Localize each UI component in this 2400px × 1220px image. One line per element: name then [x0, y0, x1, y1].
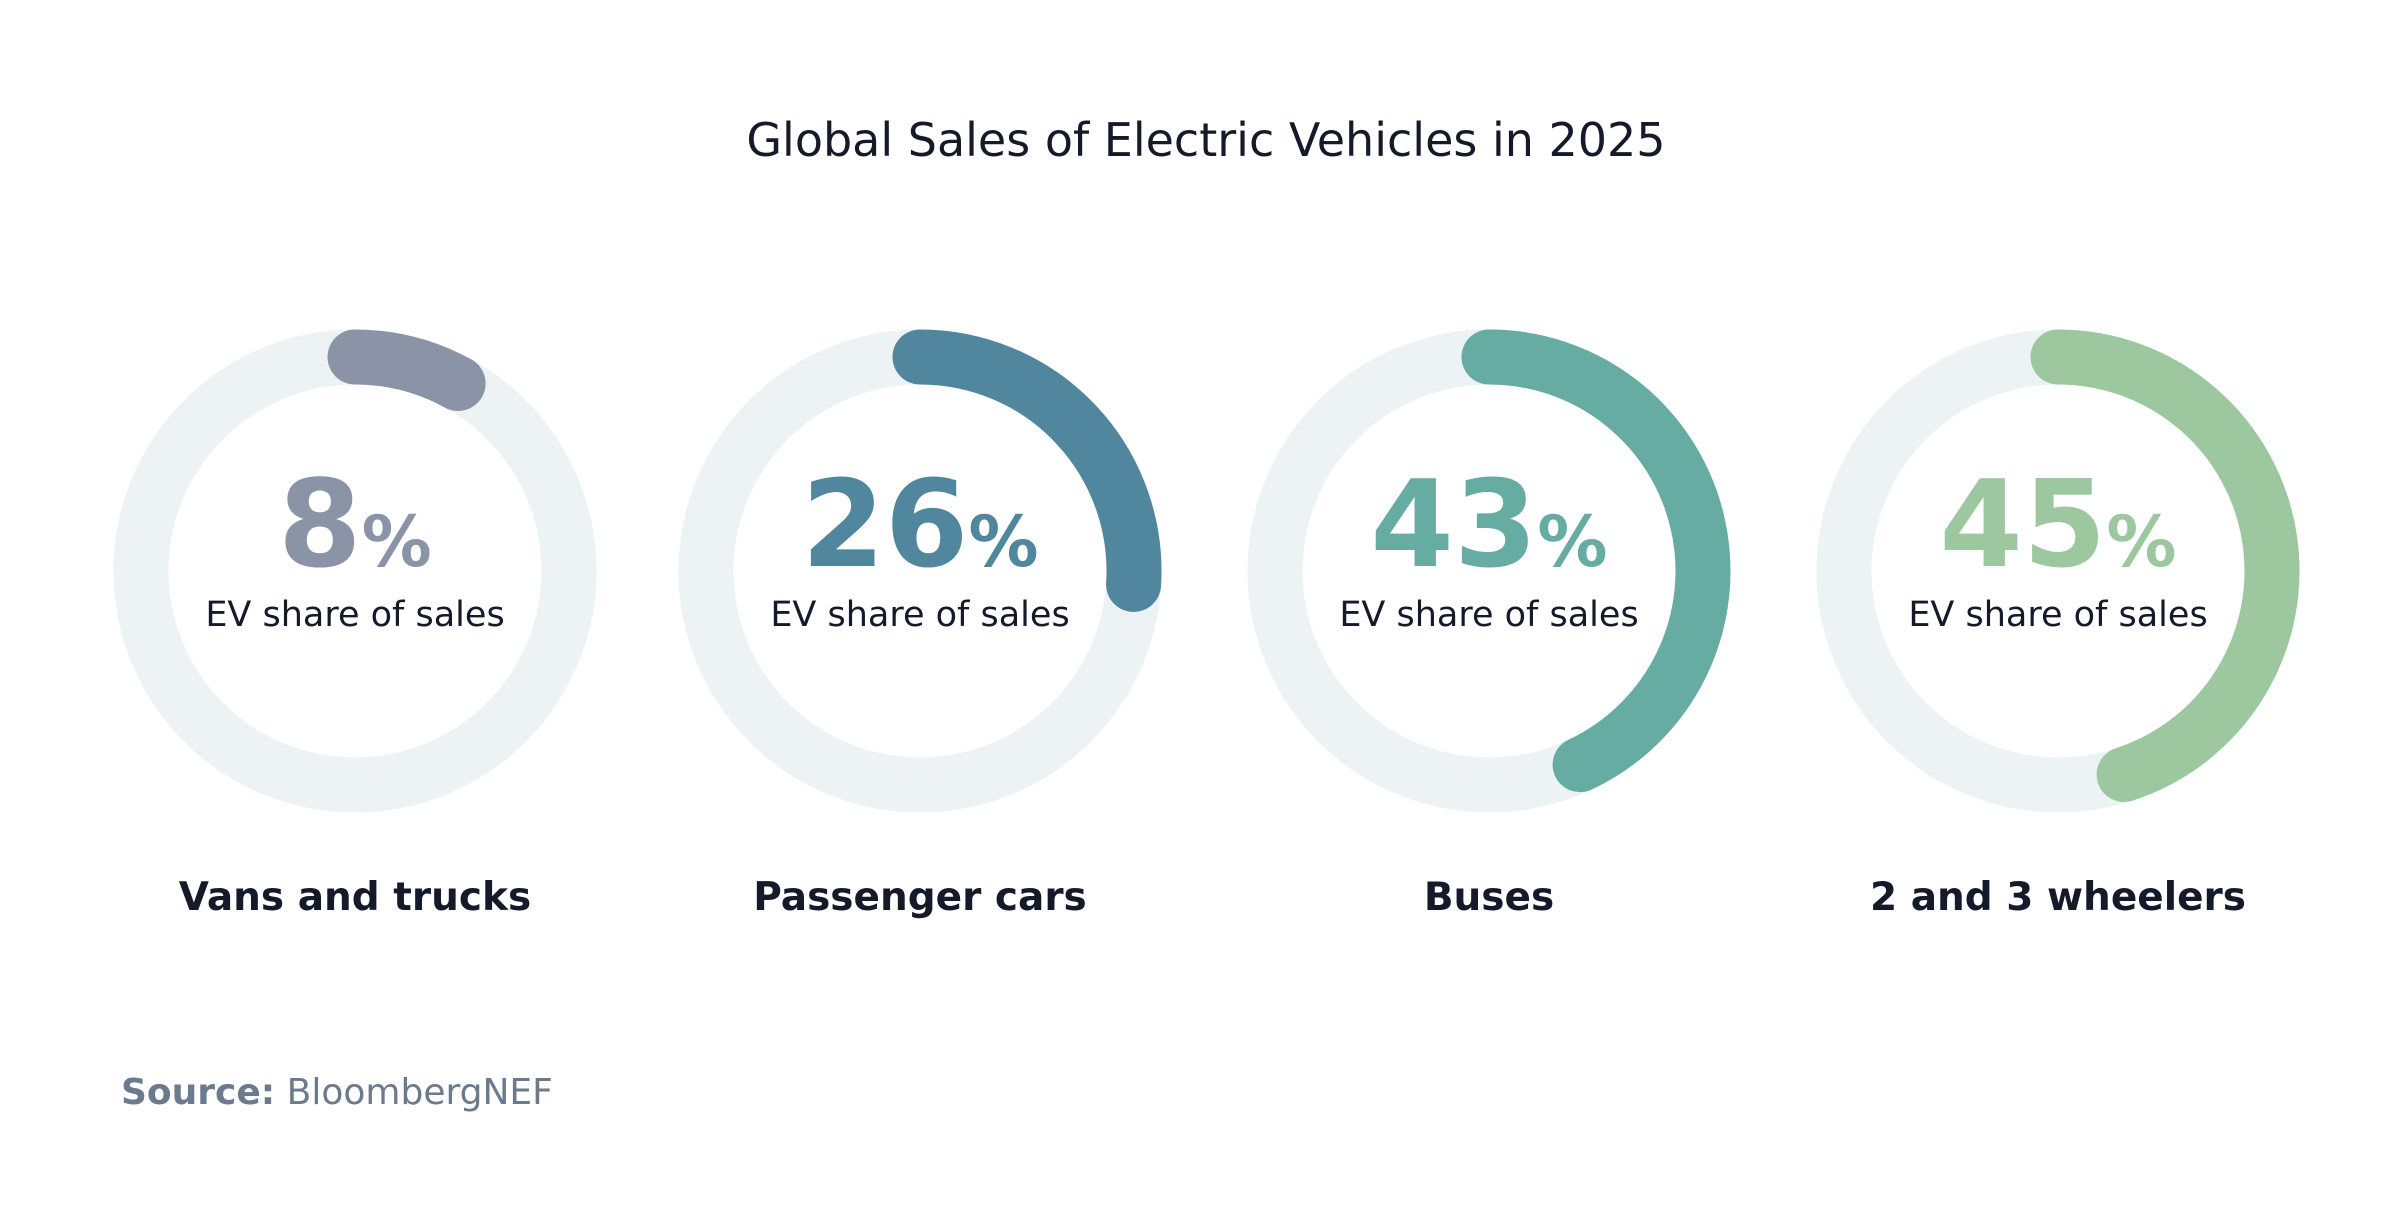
source-name: BloombergNEF [287, 1072, 553, 1113]
category-label: 2 and 3 wheelers [1870, 875, 2246, 920]
gauge-arc [892, 329, 1162, 612]
category-label: Vans and trucks [179, 875, 531, 920]
center-label: EV share of sales [770, 595, 1069, 635]
value-label: 43% [1370, 456, 1607, 595]
source: Source: BloombergNEF [121, 1072, 553, 1113]
center-label: EV share of sales [1908, 595, 2207, 635]
center-label: EV share of sales [1339, 595, 1638, 635]
value-label: 45% [1939, 456, 2176, 595]
category-label: Buses [1424, 875, 1554, 920]
source-label: Source: [121, 1072, 275, 1113]
value-label: 26% [801, 456, 1038, 595]
category-label: Passenger cars [753, 875, 1087, 920]
gauge-arc [327, 329, 486, 411]
gauge-arc [1461, 329, 1731, 793]
value-label: 8% [278, 456, 432, 595]
chart-title: Global Sales of Electric Vehicles in 202… [746, 113, 1665, 167]
center-label: EV share of sales [205, 595, 504, 635]
gauge-arc [2030, 329, 2300, 803]
